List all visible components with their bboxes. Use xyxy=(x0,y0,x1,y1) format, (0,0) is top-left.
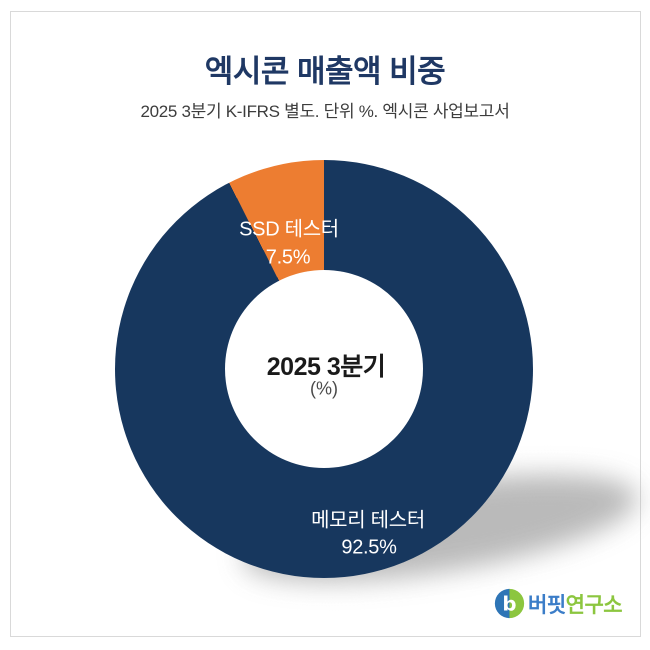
slice-label-memory-tester: 메모리 테스터 xyxy=(311,509,425,532)
logo-icon-letter: b xyxy=(502,592,516,615)
logo-icon-right-half xyxy=(509,588,525,619)
buffett-research-b-circle-icon: b xyxy=(494,588,525,619)
donut-center-unit: (%) xyxy=(310,378,338,399)
logo-text: 버핏연구소 xyxy=(528,589,623,619)
logo-icon-left-half xyxy=(494,588,510,619)
slice-value-memory-tester: 92.5% xyxy=(341,536,397,559)
chart-subtitle: 2025 3분기 K-IFRS 별도. 단위 %. 엑시콘 사업보고서 xyxy=(140,102,510,121)
donut-hole xyxy=(225,270,423,468)
slice-value-ssd-tester: 7.5% xyxy=(265,246,311,269)
logo-text-secondary: 연구소 xyxy=(565,593,623,617)
logo-text-primary: 버핏 xyxy=(528,593,566,617)
slice-label-ssd-tester: SSD 테스터 xyxy=(239,218,339,241)
donut-center-label: 2025 3분기 xyxy=(266,353,386,381)
buffett-research-logo: b 버핏연구소 xyxy=(494,588,623,619)
chart-title: 엑시콘 매출액 비중 xyxy=(204,54,446,89)
